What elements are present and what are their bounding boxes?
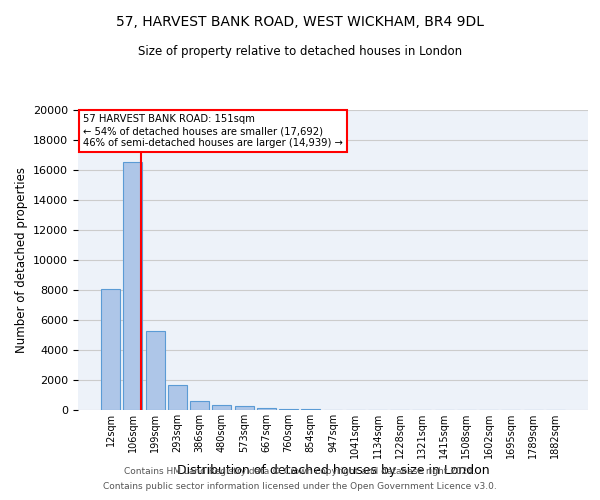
Text: 57, HARVEST BANK ROAD, WEST WICKHAM, BR4 9DL: 57, HARVEST BANK ROAD, WEST WICKHAM, BR4… [116,15,484,29]
Text: Contains public sector information licensed under the Open Government Licence v3: Contains public sector information licen… [103,482,497,491]
Bar [124,162,142,410]
Text: Contains HM Land Registry data © Crown copyright and database right 2024.: Contains HM Land Registry data © Crown c… [124,467,476,476]
Text: Size of property relative to detached houses in London: Size of property relative to detached ho… [138,45,462,58]
Bar [257,408,276,410]
Bar [146,330,164,410]
Bar [190,401,209,410]
Bar [301,409,320,410]
Bar [101,289,120,410]
Bar [279,408,298,410]
Text: 57 HARVEST BANK ROAD: 151sqm
← 54% of detached houses are smaller (17,692)
46% o: 57 HARVEST BANK ROAD: 151sqm ← 54% of de… [83,114,343,148]
X-axis label: Distribution of detached houses by size in London: Distribution of detached houses by size … [176,464,490,477]
Bar [212,406,231,410]
Bar [235,406,254,410]
Y-axis label: Number of detached properties: Number of detached properties [14,167,28,353]
Bar [168,384,187,410]
